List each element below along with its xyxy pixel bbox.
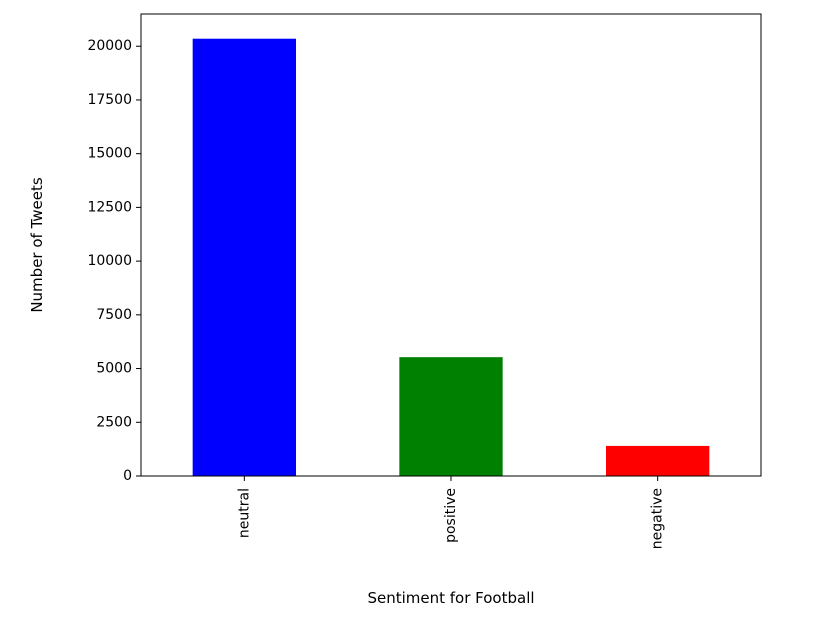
y-tick-label: 20000 [87,38,132,54]
y-tick-label: 7500 [96,307,132,323]
x-axis-label: Sentiment for Football [367,589,534,607]
y-tick-label: 2500 [96,414,132,430]
bars-group [192,38,710,476]
y-axis-label: Number of Tweets [28,177,46,313]
bar-positive [399,357,503,476]
y-axis-ticks: 0 2500 5000 7500 10000 12500 15000 17500 20000 [87,38,141,484]
x-axis-ticks: neutral positive negative [236,476,666,549]
y-tick-label: 10000 [87,253,132,269]
x-tick-label-positive: positive [443,488,459,543]
y-tick-label: 0 [123,468,132,484]
bar-neutral [192,38,296,476]
x-tick-label-neutral: neutral [236,488,252,538]
x-tick-label-negative: negative [650,488,666,549]
y-tick-label: 17500 [87,92,132,108]
plot-frame [140,13,762,477]
bar-negative [606,445,710,476]
y-tick-label: 15000 [87,146,132,162]
y-tick-label: 12500 [87,199,132,215]
y-tick-label: 5000 [96,361,132,377]
